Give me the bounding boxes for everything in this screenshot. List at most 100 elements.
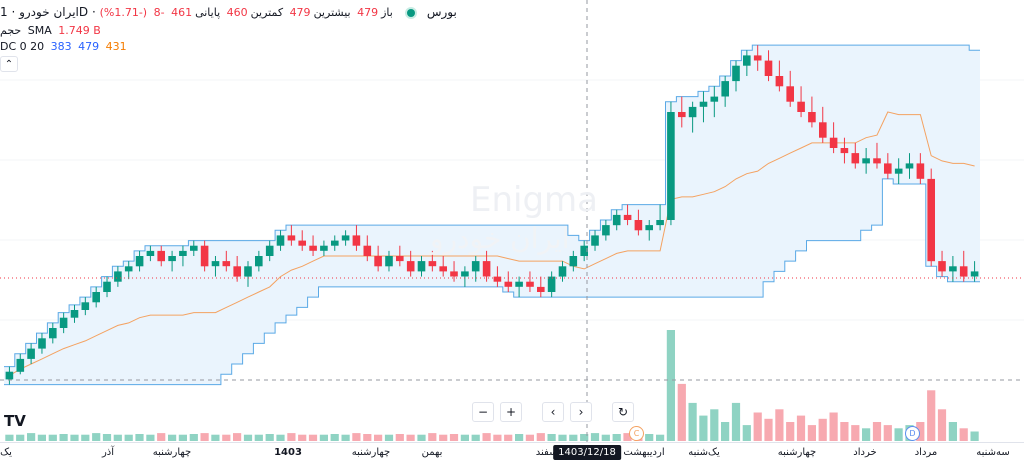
volume-bar — [590, 433, 600, 441]
candle-body — [81, 302, 90, 310]
candle-body — [428, 261, 437, 267]
candle — [157, 245, 165, 267]
candle — [537, 276, 545, 298]
candle-body — [211, 261, 220, 267]
volume-bar — [439, 434, 448, 441]
volume-bar — [124, 434, 133, 441]
x-label: آذر — [101, 447, 115, 458]
candle — [396, 245, 404, 267]
candle — [439, 256, 447, 277]
candle — [558, 261, 567, 282]
marker-d-icon[interactable]: D — [905, 426, 920, 441]
candle-body — [764, 60, 773, 76]
candle — [775, 60, 784, 92]
open-value: 479 — [357, 6, 379, 19]
volume-bar — [580, 434, 589, 441]
dc-upper-value: 479 — [78, 40, 100, 53]
candle — [298, 230, 306, 251]
candle — [331, 235, 339, 251]
candle — [417, 256, 426, 277]
candle — [569, 250, 578, 272]
symbol-title[interactable]: ایران خودرو · 1D · بورس — [0, 5, 457, 19]
volume-bar — [883, 425, 892, 441]
volume-bar — [677, 383, 686, 441]
candle-body — [515, 281, 523, 287]
candle-body — [732, 65, 740, 82]
candlesticks — [5, 45, 979, 385]
candle-body — [786, 86, 794, 102]
candle-body — [970, 271, 979, 277]
candle-body — [482, 261, 491, 277]
candle-body — [124, 266, 133, 272]
candle-body — [114, 271, 122, 282]
candle — [114, 266, 122, 287]
zoom-in-button[interactable]: + — [500, 402, 522, 422]
volume-bar — [601, 434, 610, 441]
volume-legend[interactable]: حجم SMA 1.749 B — [0, 24, 104, 37]
x-label: اردیبهشت — [623, 447, 665, 458]
volume-bar — [851, 425, 860, 441]
volume-bar — [417, 434, 426, 441]
zoom-out-button[interactable]: − — [472, 402, 494, 422]
main-legend: ایران خودرو · 1D · بورس باز479 بیشترین47… — [0, 5, 460, 19]
candle-body — [190, 245, 198, 251]
candle-body — [450, 271, 458, 277]
candle-body — [200, 245, 209, 267]
candle-body — [179, 250, 187, 256]
candle — [406, 250, 415, 277]
volume-bar — [569, 434, 578, 441]
candle-body — [959, 266, 968, 277]
candle-body — [602, 225, 610, 236]
candle — [840, 137, 849, 164]
tradingview-logo[interactable]: TV — [4, 412, 26, 430]
candle — [482, 250, 491, 282]
volume-bar — [406, 434, 415, 441]
candle-body — [276, 235, 285, 246]
candle-body — [331, 240, 339, 246]
chevron-up-icon[interactable]: ⌃ — [0, 56, 18, 72]
x-label: خرداد — [853, 447, 877, 458]
candle-body — [309, 245, 317, 251]
candle-body — [862, 158, 870, 164]
candle — [450, 261, 458, 282]
x-label: 1403 — [274, 447, 302, 458]
reset-chart-button[interactable]: ↻ — [612, 402, 634, 422]
volume-bar — [5, 434, 14, 441]
candle-body — [504, 281, 513, 287]
candle — [602, 220, 610, 241]
candle-body — [623, 214, 632, 220]
candle-body — [678, 112, 686, 118]
time-axis[interactable]: یک آذر چهارشنبه 1403 چهارشنبه بهمن اسفند… — [0, 442, 1024, 466]
volume-value: 1.749 B — [58, 24, 101, 37]
change-percent: (-1.71%) — [99, 6, 148, 19]
donchian-legend[interactable]: DC 0 20 383 479 431 — [0, 40, 130, 53]
candle-body — [808, 112, 816, 123]
volume-bar — [37, 434, 46, 441]
candle-body — [721, 81, 729, 97]
candle — [580, 240, 588, 262]
candle — [5, 366, 14, 385]
candle — [27, 343, 35, 364]
candle — [38, 333, 46, 354]
marker-c-icon[interactable]: C — [629, 426, 644, 441]
volume-bar — [374, 434, 383, 441]
volume-bar — [927, 390, 936, 441]
candle — [265, 240, 274, 262]
candle-body — [547, 276, 556, 292]
candle — [764, 50, 773, 82]
volume-bar — [493, 434, 502, 441]
candle-body — [938, 261, 946, 272]
volume-bar — [948, 422, 957, 441]
candle — [255, 250, 263, 272]
scroll-right-button[interactable]: › — [570, 402, 592, 422]
candle — [547, 271, 556, 298]
candle-body — [829, 137, 838, 148]
volume-bar — [460, 434, 469, 441]
volume-bar — [764, 418, 773, 441]
scroll-left-button[interactable]: ‹ — [542, 402, 564, 422]
candle — [70, 304, 79, 323]
volume-bar — [515, 434, 524, 441]
candle-body — [688, 106, 697, 118]
candle — [721, 76, 729, 107]
